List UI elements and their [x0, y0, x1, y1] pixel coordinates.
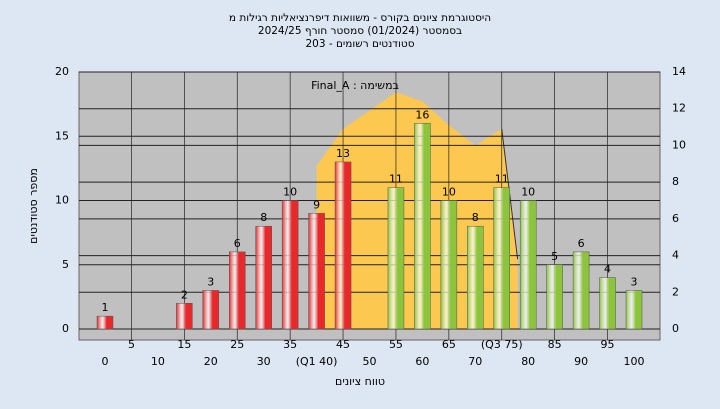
y2-tick-label: 2 — [672, 285, 679, 298]
x-tick-label: 85 — [548, 338, 562, 351]
x-tick-label: 20 — [204, 355, 218, 368]
bar — [493, 187, 510, 330]
x-tick-label: 35 — [283, 338, 297, 351]
x-tick-label: 70 — [468, 355, 482, 368]
x-tick-label: 45 — [336, 338, 350, 351]
value-label: 9 — [313, 198, 320, 211]
x-tick-label: 30 — [257, 355, 271, 368]
bar — [176, 303, 193, 330]
value-label: 8 — [472, 211, 479, 224]
bar — [202, 290, 220, 330]
y2-tick-label: 10 — [672, 138, 686, 151]
x-tick-label: 60 — [415, 355, 429, 368]
value-label: 3 — [631, 275, 638, 288]
bar — [546, 264, 563, 330]
x-tick-label: 15 — [177, 338, 191, 351]
y2-tick-label: 0 — [672, 322, 679, 335]
bar — [96, 315, 114, 330]
bar — [467, 225, 484, 330]
annotation: Final_A : במשימה — [311, 79, 399, 92]
value-label: 1 — [102, 301, 109, 314]
chart-subtitle: בסמסטר (01/2024) סמסטר חורף 2024/25 — [258, 25, 462, 37]
value-label: 6 — [578, 237, 585, 250]
y-tick-label: 15 — [55, 129, 69, 142]
value-label: 11 — [389, 173, 403, 186]
value-label: 3 — [207, 275, 214, 288]
x-axis-label: טווח ציונים — [335, 375, 385, 388]
x-tick-label: 95 — [601, 338, 615, 351]
bar — [440, 200, 458, 330]
value-label: 10 — [283, 186, 297, 199]
value-label: 13 — [336, 147, 350, 160]
x-tick-label: (Q1 40) — [296, 355, 338, 368]
y2-tick-label: 14 — [672, 65, 686, 78]
y-tick-label: 5 — [62, 258, 69, 271]
x-tick-label: 5 — [128, 338, 135, 351]
y2-tick-label: 6 — [672, 212, 679, 225]
bar — [572, 251, 590, 330]
bar — [281, 200, 299, 330]
bar — [519, 200, 537, 330]
y-axis-label: מספר סטודנטים — [27, 168, 40, 244]
x-tick-label: 90 — [574, 355, 588, 368]
value-label: 10 — [442, 186, 456, 199]
y-tick-label: 0 — [62, 322, 69, 335]
x-tick-label: (Q3 75) — [481, 338, 523, 351]
value-label: 16 — [415, 108, 429, 121]
x-tick-label: 65 — [442, 338, 456, 351]
y-tick-label: 10 — [55, 194, 69, 207]
bar — [625, 290, 643, 330]
y2-tick-label: 12 — [672, 102, 686, 115]
value-label: 10 — [521, 186, 535, 199]
bar — [334, 161, 352, 330]
value-label: 4 — [604, 263, 611, 276]
y2-tick-label: 8 — [672, 175, 679, 188]
bar — [599, 277, 616, 330]
x-tick-label: 10 — [151, 355, 165, 368]
bar — [387, 187, 405, 330]
x-tick-label: 55 — [389, 338, 403, 351]
y2-tick-label: 4 — [672, 249, 679, 262]
bar — [308, 213, 325, 330]
x-tick-label: 50 — [363, 355, 377, 368]
chart-subtitle: סטודנטים רשומים - 203 — [305, 38, 414, 50]
value-label: 5 — [551, 250, 558, 263]
y-tick-label: 20 — [55, 65, 69, 78]
value-label: 8 — [260, 211, 267, 224]
x-tick-label: 25 — [230, 338, 244, 351]
bar — [229, 251, 246, 330]
x-tick-label: 0 — [102, 355, 109, 368]
x-tick-label: 100 — [624, 355, 645, 368]
value-label: 2 — [181, 288, 188, 301]
x-tick-label: 80 — [521, 355, 535, 368]
bar — [414, 123, 431, 330]
value-label: 6 — [234, 237, 241, 250]
bar — [255, 225, 272, 330]
chart-title: היסטוגרמת ציונים בקורס - משוואות דיפרנצי… — [229, 12, 491, 24]
value-label: 11 — [495, 173, 509, 186]
